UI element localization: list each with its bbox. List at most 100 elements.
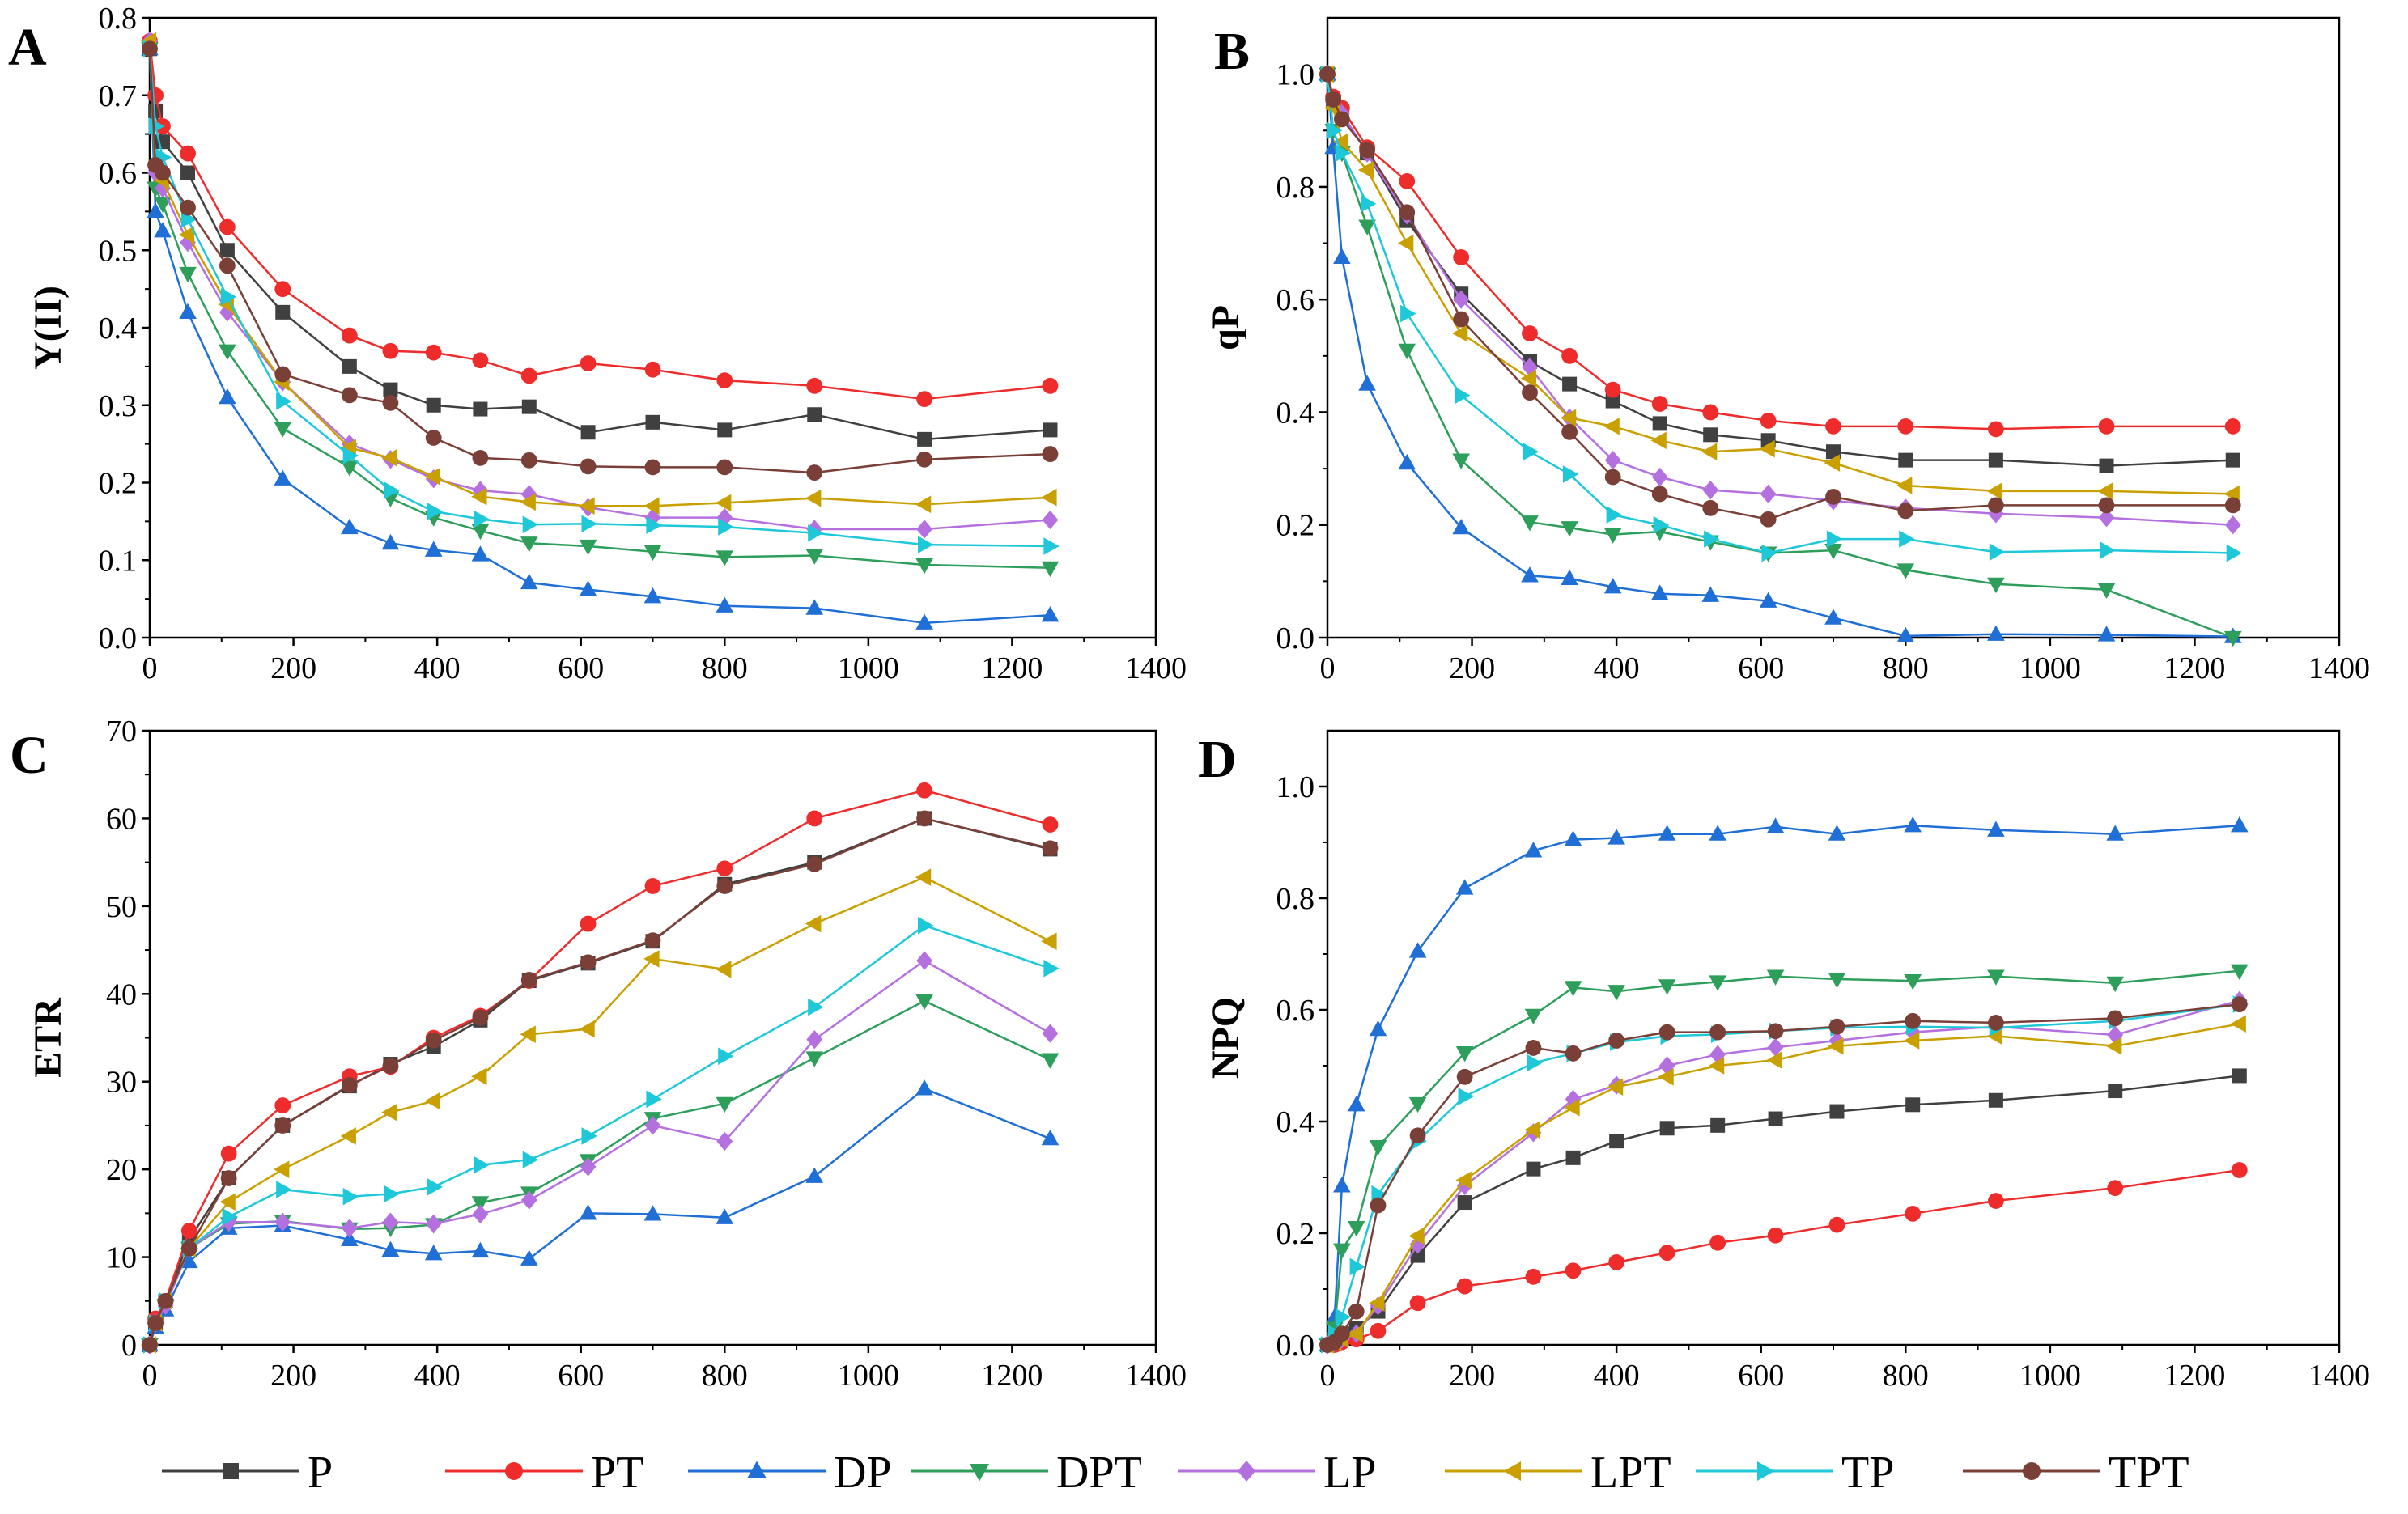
panel-a-y-tick-label: 0.1 bbox=[99, 544, 138, 578]
panel-d-series-p-point bbox=[1768, 1111, 1783, 1126]
panel-a-series-pt-point bbox=[425, 344, 442, 361]
panel-d-series-dpt-point bbox=[1524, 1008, 1543, 1025]
panel-d-series-lpt-point bbox=[1564, 1098, 1580, 1117]
panel-c-series-tpt-point bbox=[580, 954, 597, 971]
panel-a-series-dp-point bbox=[147, 202, 164, 218]
panel-c-series-tp-point bbox=[1043, 960, 1060, 978]
panel-c-series-tp-line bbox=[148, 924, 1051, 1346]
legend-item-tpt: TPT bbox=[1963, 1448, 2189, 1498]
panel-d-series-dp-point bbox=[2230, 816, 2249, 833]
panel-c-series-tpt-point bbox=[644, 932, 661, 949]
panel-c-series-dp-point bbox=[424, 1244, 443, 1261]
panel-c-series-tpt bbox=[142, 810, 1059, 1353]
panel-d-series-p-point bbox=[1410, 1248, 1425, 1263]
panel-d-series-p-point bbox=[2232, 1068, 2247, 1084]
panel-b-series-lp-point bbox=[1702, 480, 1719, 500]
panel-b-series-lpt-point bbox=[1520, 369, 1537, 388]
panel-b-series-tp-point bbox=[1704, 530, 1720, 548]
panel-c-series-tp-point bbox=[581, 1127, 597, 1145]
legend-label-pt: PT bbox=[591, 1448, 643, 1498]
panel-d-series-tpt-point bbox=[2231, 996, 2248, 1012]
panel-d-y-axis-title: NPQ bbox=[1204, 997, 1247, 1079]
panel-b-series-dpt-point bbox=[1896, 563, 1915, 579]
panel-b-series-lp-point bbox=[1760, 484, 1777, 504]
legend-label-lpt: LPT bbox=[1590, 1448, 1671, 1498]
panel-d-series-dp-point bbox=[1564, 830, 1582, 846]
panel-b-series-tpt bbox=[1319, 66, 2241, 528]
panel-c-series-lp-point bbox=[1042, 1024, 1059, 1043]
panel-b-series-lpt bbox=[1318, 65, 2240, 503]
legend-label-tp: TP bbox=[1841, 1448, 1894, 1498]
panel-d-series-dp-point bbox=[1333, 1177, 1351, 1193]
panel-d-series-lp-point bbox=[1828, 1031, 1845, 1050]
panel-b: 0 200 400 600 800 1000 1200 1400 0.0 0.2 0.4 0.6 0.8… bbox=[1204, 16, 2370, 685]
panel-b-series-dpt-point bbox=[1824, 543, 1842, 560]
panel-b-series-tp-point bbox=[1335, 144, 1352, 162]
panel-c-y-tick-label: 10 bbox=[106, 1241, 137, 1275]
panel-d-series-lpt-point bbox=[2105, 1037, 2122, 1055]
panel-d-series-p-point bbox=[1988, 1092, 2003, 1108]
panel-a-series-tpt-line bbox=[148, 49, 1051, 474]
panel-d-series-tpt-point bbox=[1658, 1024, 1675, 1041]
panel-d-series-tpt-point bbox=[1565, 1045, 1582, 1062]
panel-c-series-lpt-point bbox=[643, 950, 660, 968]
panel-b-series-lp-point bbox=[1453, 290, 1470, 309]
panel-c-series-tp-point bbox=[276, 1181, 292, 1198]
panel-b-series-lpt-point bbox=[1759, 439, 1775, 458]
panel-a-series-tp-line bbox=[148, 49, 1051, 548]
panel-d-series-lpt-point bbox=[2230, 1015, 2246, 1033]
panel-d-series-dpt-point bbox=[1607, 985, 1625, 1001]
panel-a-y-tick-label: 0.6 bbox=[99, 157, 138, 191]
panel-b-series-tpt-point bbox=[1359, 142, 1376, 159]
panel-b-series-lp-point bbox=[1987, 504, 2004, 524]
panel-a-series-pt-point bbox=[219, 218, 236, 235]
panel-d-series-pt-point bbox=[1608, 1253, 1625, 1270]
panel-a-series-lp-point bbox=[520, 485, 537, 504]
panel-a-series-tpt-point bbox=[341, 387, 358, 404]
panel-c-x-tick-label: 1000 bbox=[838, 1359, 899, 1393]
panel-d-series-pt-point bbox=[1370, 1322, 1387, 1339]
panel-a-series-dp-point bbox=[381, 533, 400, 550]
panel-c-series-tpt-point bbox=[916, 810, 933, 827]
legend-label-dp: DP bbox=[834, 1448, 892, 1498]
panel-d-series-p-point bbox=[1905, 1097, 1921, 1113]
panel-c: 0 200 400 600 800 1000 1200 1400 0 10 20 30 40 50 60 70… bbox=[10, 715, 1187, 1393]
panel-a-series-pt-point bbox=[580, 355, 597, 371]
panel-c-series-pt-point bbox=[274, 1097, 291, 1113]
legend-item-pt: PT bbox=[445, 1448, 643, 1498]
panel-d-y-tick-label: 0.0 bbox=[1276, 1329, 1315, 1363]
panel-c-series-tpt-point bbox=[147, 1314, 164, 1331]
panel-a-letter: A bbox=[8, 18, 47, 77]
panel-b-series-dpt-point bbox=[2223, 630, 2242, 647]
panel-b-x-tick-label: 600 bbox=[1738, 651, 1784, 685]
panel-a-series-p-point bbox=[717, 422, 733, 438]
panel-d-y-tick-label: 0.6 bbox=[1276, 994, 1315, 1028]
panel-b-series-p-point bbox=[2225, 452, 2240, 468]
panel-b-series-lpt-point bbox=[1397, 234, 1414, 252]
panel-b-series-dp-point bbox=[1398, 453, 1416, 470]
legend-marker-dp bbox=[747, 1461, 767, 1478]
panel-d-series-tpt-point bbox=[1608, 1033, 1625, 1049]
panel-d-series-lpt bbox=[1318, 1015, 2246, 1354]
panel-c-series-lp-point bbox=[425, 1214, 442, 1234]
panel-d-series-dpt-point bbox=[1709, 975, 1726, 991]
panel-a-x-tick-label: 1000 bbox=[838, 651, 899, 685]
panel-a-series-dpt-point bbox=[643, 545, 662, 561]
panel-a-series-dpt-point bbox=[915, 558, 933, 575]
panel-d-series-pt-point bbox=[1767, 1227, 1784, 1244]
panel-b-y-tick-label: 0.0 bbox=[1276, 621, 1315, 655]
panel-b-series-dpt-point bbox=[1521, 515, 1539, 532]
panel-c-series-tpt-point bbox=[274, 1117, 291, 1134]
panel-c-series-dpt bbox=[141, 994, 1060, 1355]
panel-b-series-tpt-point bbox=[1760, 511, 1777, 528]
panel-b-x-tick-label: 0 bbox=[1320, 651, 1336, 685]
panel-c-series-dpt-point bbox=[1041, 1053, 1060, 1069]
panel-a: 0 200 400 600 800 1000 1200 1400 0.0 0.1 0.2 0.3 0.4… bbox=[8, 2, 1187, 685]
panel-d-series-lp-point bbox=[1767, 1037, 1784, 1057]
panel-b-series-dp-point bbox=[1650, 584, 1669, 600]
panel-c-series-lp-point bbox=[580, 1157, 597, 1177]
panel-a-series-tpt-point bbox=[1042, 446, 1059, 462]
panel-c-series-tpt-line bbox=[148, 817, 1051, 1346]
panel-a-series-tpt-point bbox=[716, 459, 733, 476]
panel-b-series-dpt-point bbox=[1398, 343, 1416, 360]
